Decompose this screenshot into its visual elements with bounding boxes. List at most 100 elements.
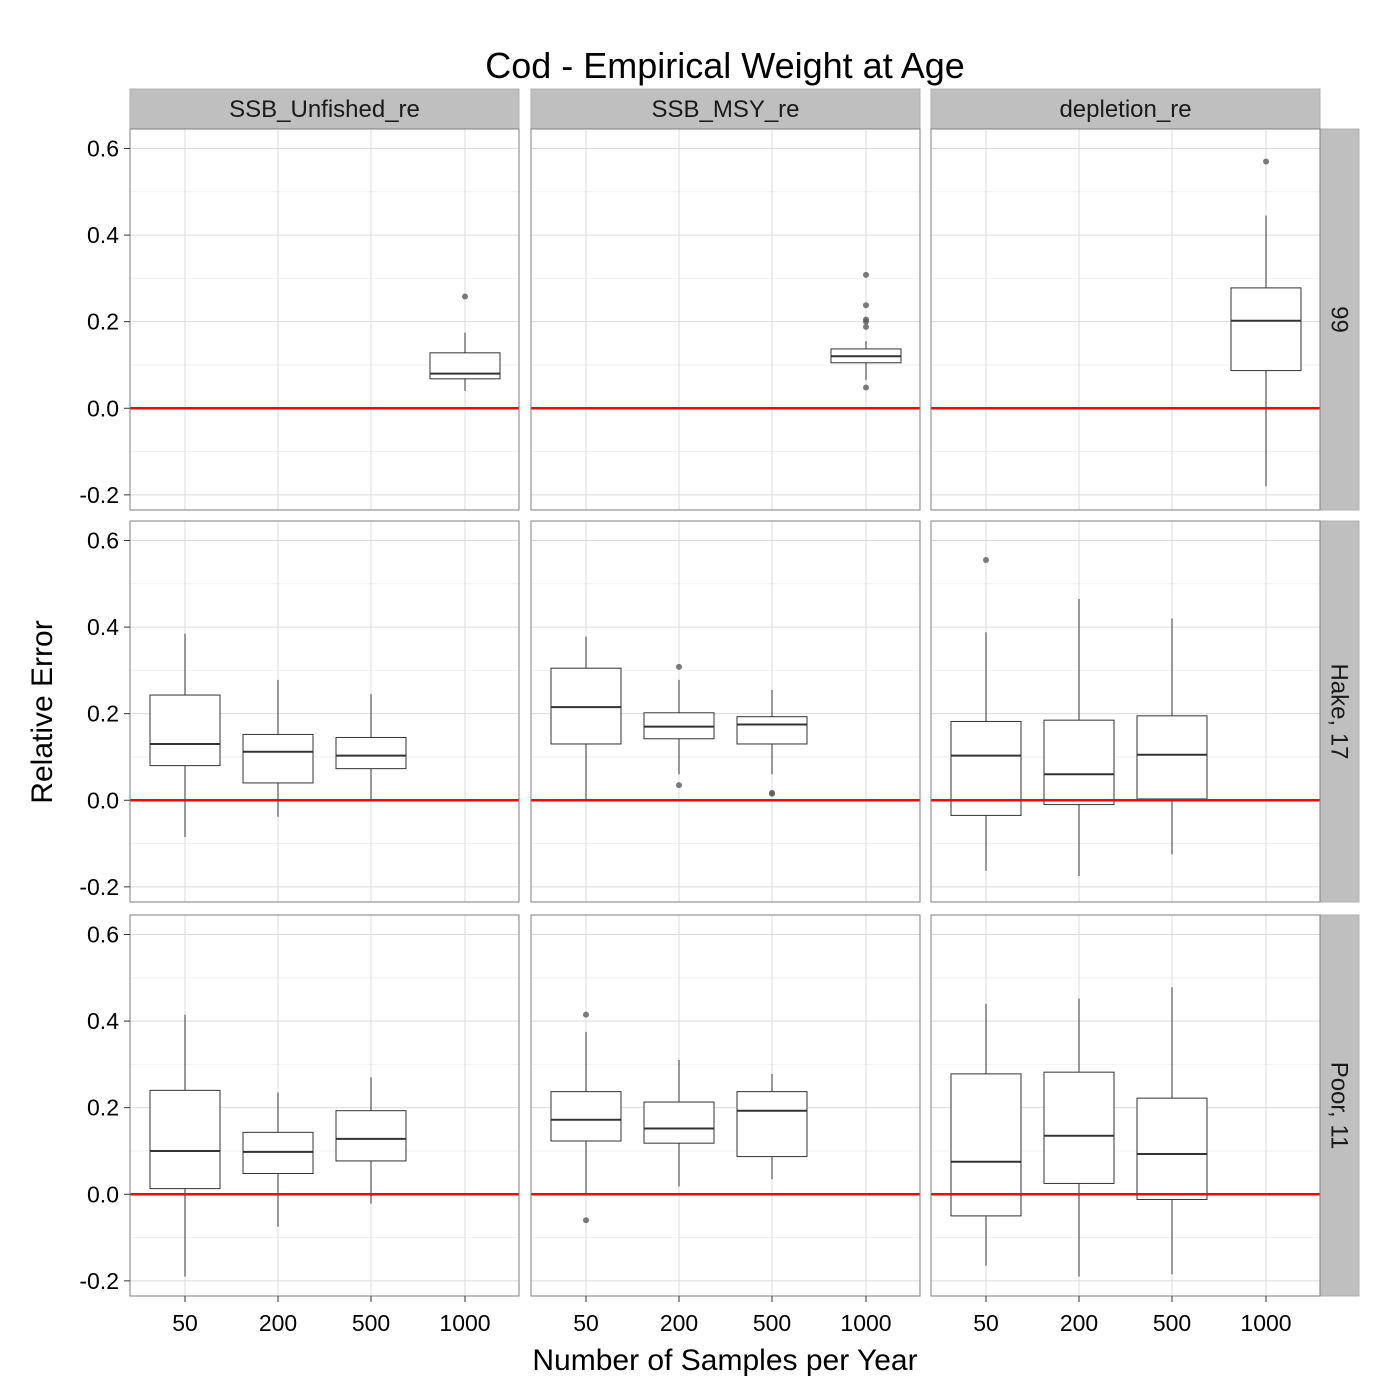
facet-strip-row <box>1319 914 1360 1297</box>
box-iqr <box>643 1101 715 1144</box>
box-iqr <box>1136 715 1208 800</box>
box-500 <box>335 1077 407 1204</box>
box-iqr <box>1043 719 1115 806</box>
y-tick-label: 0.6 <box>87 135 119 161</box>
outlier-point <box>676 663 682 670</box>
panel-boxes <box>1230 158 1302 487</box>
panel-border <box>530 128 921 511</box>
box-500 <box>1136 987 1208 1275</box>
box-iqr <box>550 667 622 745</box>
facet-strip-row-label: 99 <box>1326 306 1353 333</box>
box-200 <box>242 1092 314 1227</box>
outlier-point <box>863 271 869 278</box>
outlier-point <box>983 556 989 563</box>
outlier-point <box>676 782 682 789</box>
outlier-point <box>863 302 869 309</box>
y-tick-label: -0.2 <box>79 482 119 508</box>
box-iqr <box>550 1091 622 1142</box>
box-iqr <box>335 1110 407 1162</box>
panel-background <box>531 129 920 510</box>
y-tick-label: -0.2 <box>79 874 119 900</box>
box-1000 <box>830 271 902 391</box>
y-tick-label: -0.2 <box>79 1268 119 1294</box>
y-axis-title: Relative Error <box>26 620 59 803</box>
box-50 <box>149 633 221 838</box>
box-iqr <box>1043 1071 1115 1184</box>
panel-border <box>530 914 921 1297</box>
y-tick-label: 0.2 <box>87 701 119 727</box>
facet-strip-column-label: depletion_re <box>1059 96 1191 123</box>
panel-background <box>130 129 519 510</box>
box-200 <box>242 679 314 817</box>
y-tick-label: 0.2 <box>87 309 119 335</box>
facet-strip-row <box>1319 520 1360 903</box>
x-axis-title: Number of Samples per Year <box>532 1344 917 1377</box>
box-iqr <box>242 733 314 784</box>
box-200 <box>1043 598 1115 877</box>
outlier-point <box>1263 158 1269 165</box>
outlier-point <box>462 293 468 300</box>
x-tick-label: 200 <box>1060 1310 1098 1336</box>
panel-background <box>931 521 1320 902</box>
box-500 <box>1136 618 1208 855</box>
panel-border <box>930 128 1321 511</box>
panel-boxes <box>950 987 1208 1277</box>
facet-strip-column <box>530 88 921 130</box>
panel-border <box>930 520 1321 903</box>
x-tick-label: 50 <box>172 1310 198 1336</box>
box-iqr <box>242 1131 314 1174</box>
x-tick-label: 500 <box>352 1310 390 1336</box>
box-1000 <box>1230 158 1302 487</box>
facet-strip-row <box>1319 128 1360 511</box>
box-iqr <box>1136 1097 1208 1200</box>
facet-strip-column-label: SSB_MSY_re <box>651 96 799 123</box>
panel-boxes <box>149 1014 407 1277</box>
box-iqr <box>736 1091 808 1158</box>
box-50 <box>950 1003 1022 1266</box>
box-500 <box>335 694 407 800</box>
panel-border <box>930 914 1321 1297</box>
box-iqr <box>1230 287 1302 372</box>
facet-strip-row-label: Hake, 17 <box>1326 663 1353 759</box>
panel-border <box>530 520 921 903</box>
facet-strip-column-label: SSB_Unfished_re <box>229 96 420 123</box>
y-tick-label: 0.0 <box>87 787 119 813</box>
x-tick-label: 1000 <box>1240 1310 1291 1336</box>
panel-boxes <box>149 633 407 838</box>
panel-grid: SSB_Unfished_re SSB_MSY_re depletion_re 99 H… <box>79 88 1360 1336</box>
y-tick-label: 0.2 <box>87 1095 119 1121</box>
box-iqr <box>429 352 501 380</box>
box-iqr <box>736 716 808 745</box>
x-tick-label: 500 <box>1153 1310 1191 1336</box>
y-tick-label: 0.4 <box>87 1008 119 1034</box>
facet-panel <box>531 129 920 510</box>
panel-boxes <box>550 1011 808 1224</box>
box-50 <box>149 1014 221 1277</box>
box-200 <box>1043 998 1115 1277</box>
x-tick-label: 50 <box>973 1310 999 1336</box>
box-iqr <box>335 736 407 770</box>
facet-strip-row-label: Poor, 11 <box>1326 1062 1353 1150</box>
facet-panel <box>130 129 519 510</box>
x-tick-label: 1000 <box>840 1310 891 1336</box>
y-tick-label: 0.0 <box>87 1181 119 1207</box>
y-tick-label: 0.0 <box>87 395 119 421</box>
box-200 <box>643 1060 715 1187</box>
x-tick-label: 200 <box>660 1310 698 1336</box>
outlier-point <box>583 1217 589 1224</box>
box-500 <box>736 1073 808 1180</box>
box-iqr <box>149 1089 221 1190</box>
x-tick-label: 200 <box>259 1310 297 1336</box>
box-iqr <box>950 1073 1022 1217</box>
outlier-point <box>863 316 869 323</box>
x-tick-label: 1000 <box>439 1310 490 1336</box>
y-tick-label: 0.4 <box>87 222 119 248</box>
box-1000 <box>429 293 501 391</box>
box-500 <box>736 689 808 797</box>
box-50 <box>550 1011 622 1224</box>
panel-border <box>129 520 520 903</box>
y-tick-label: 0.6 <box>87 921 119 947</box>
panel-border <box>129 914 520 1297</box>
chart-title: Cod - Empirical Weight at Age <box>485 45 965 86</box>
